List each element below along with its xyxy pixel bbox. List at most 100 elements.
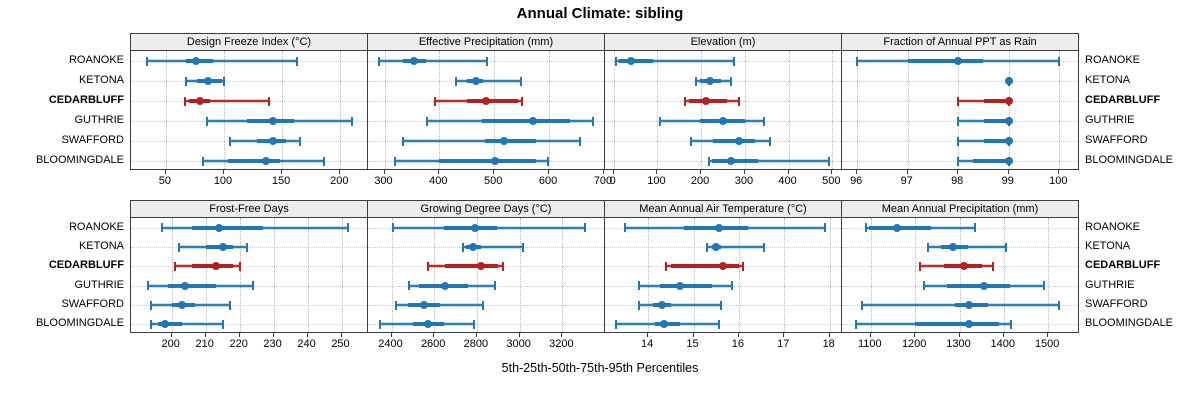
cap-5th: [706, 242, 709, 252]
x-axis: 0 100 200 300 400 500: [604, 170, 841, 190]
x-tick-label: 200: [161, 338, 180, 350]
panel-plot: [130, 217, 367, 333]
x-tick: [692, 333, 694, 337]
cap-5th: [689, 136, 692, 146]
x-tick-label: 1300: [946, 338, 971, 350]
cap-5th: [918, 261, 921, 271]
cap-95th: [472, 319, 475, 329]
median-dot: [161, 320, 169, 329]
cap-95th: [731, 281, 734, 291]
box-25-75: [670, 264, 739, 269]
x-tick: [475, 333, 477, 337]
median-dot: [211, 262, 220, 271]
x-tick-label: 600: [538, 175, 558, 187]
x-tick: [164, 170, 166, 174]
x-tick: [548, 170, 550, 174]
panel-strip: Effective Precipitation (mm): [367, 33, 604, 50]
x-tick-label: 400: [778, 175, 797, 187]
panel-strip: Growing Degree Days (°C): [367, 200, 604, 217]
cap-5th: [957, 136, 960, 146]
median-dot: [1004, 137, 1013, 145]
x-tick-label: 3200: [549, 338, 574, 350]
whisker-5-95: [958, 140, 1009, 142]
x-axis: 50 100 150 200: [130, 170, 367, 190]
median-dot: [410, 57, 419, 65]
v-gridline: [519, 218, 521, 332]
v-gridline: [171, 218, 173, 332]
cap-95th: [762, 116, 765, 126]
cap-95th: [738, 96, 741, 106]
site-label-left: BLOOMINGDALE: [35, 154, 124, 166]
cap-95th: [546, 156, 549, 166]
x-tick: [856, 170, 858, 174]
median-dot: [177, 301, 186, 309]
panel-strip: Fraction of Annual PPT as Rain: [841, 33, 1079, 50]
median-dot: [471, 77, 480, 85]
cap-95th: [520, 96, 523, 106]
x-tick: [869, 333, 871, 337]
cap-5th: [684, 96, 687, 106]
x-tick-label: 97: [900, 175, 913, 187]
cap-95th: [323, 156, 325, 166]
cap-95th: [296, 56, 299, 66]
x-tick-label: 15: [686, 338, 699, 350]
cap-5th: [957, 96, 960, 106]
cap-95th: [824, 223, 827, 233]
cap-95th: [221, 319, 224, 329]
median-dot: [477, 262, 486, 271]
box-25-75: [659, 283, 712, 288]
panel-strip: Elevation (m): [604, 33, 841, 50]
median-dot: [702, 97, 710, 105]
box-25-75: [158, 322, 182, 327]
site-label-right: GUTHRIE: [1085, 114, 1135, 126]
v-gridline: [693, 218, 695, 332]
x-tick-label: 100: [213, 175, 233, 187]
x-tick-label: 17: [777, 338, 790, 350]
x-tick: [518, 333, 520, 337]
median-dot: [719, 117, 727, 125]
v-gridline: [788, 51, 790, 169]
cap-95th: [268, 96, 271, 106]
v-gridline: [282, 51, 284, 169]
median-dot: [965, 301, 974, 309]
site-label-right: CEDARBLUFF: [1085, 94, 1161, 106]
cap-95th: [1009, 319, 1012, 329]
cap-5th: [160, 223, 163, 233]
v-gridline: [391, 218, 393, 332]
v-gridline: [307, 218, 309, 332]
cap-95th: [482, 300, 485, 310]
median-dot: [1004, 117, 1013, 125]
box-25-75: [443, 225, 498, 230]
median-dot: [712, 243, 721, 251]
panel-strip-label: Mean Annual Air Temperature (°C): [639, 203, 807, 215]
x-tick: [306, 333, 308, 337]
v-gridline: [744, 51, 746, 169]
panel-strip: Mean Annual Air Temperature (°C): [604, 200, 841, 217]
x-tick: [828, 333, 830, 337]
cap-95th: [494, 281, 497, 291]
box-25-75: [907, 59, 984, 63]
cap-95th: [521, 242, 524, 252]
h-gridline: [605, 305, 841, 306]
cap-5th: [615, 319, 618, 329]
site-label-right: GUTHRIE: [1085, 278, 1135, 291]
cap-5th: [426, 261, 429, 271]
panel-strip: Frost-Free Days: [130, 200, 367, 217]
x-tick-label: 250: [331, 338, 350, 350]
x-tick-label: 14: [640, 338, 654, 350]
x-tick-label: 1500: [1034, 338, 1060, 350]
v-gridline: [857, 51, 859, 169]
cap-95th: [252, 281, 255, 291]
cap-95th: [742, 261, 745, 271]
x-tick: [272, 333, 274, 337]
cap-5th: [957, 156, 960, 166]
v-gridline: [657, 51, 659, 169]
x-tick-label: 300: [374, 175, 393, 187]
site-label-right: BLOOMINGDALE: [1085, 154, 1174, 166]
x-tick: [223, 170, 224, 174]
x-tick-label: 2400: [378, 338, 403, 350]
cap-95th: [732, 56, 735, 66]
v-gridline: [958, 51, 960, 169]
median-dot: [268, 117, 277, 125]
x-tick-label: 200: [690, 175, 710, 187]
